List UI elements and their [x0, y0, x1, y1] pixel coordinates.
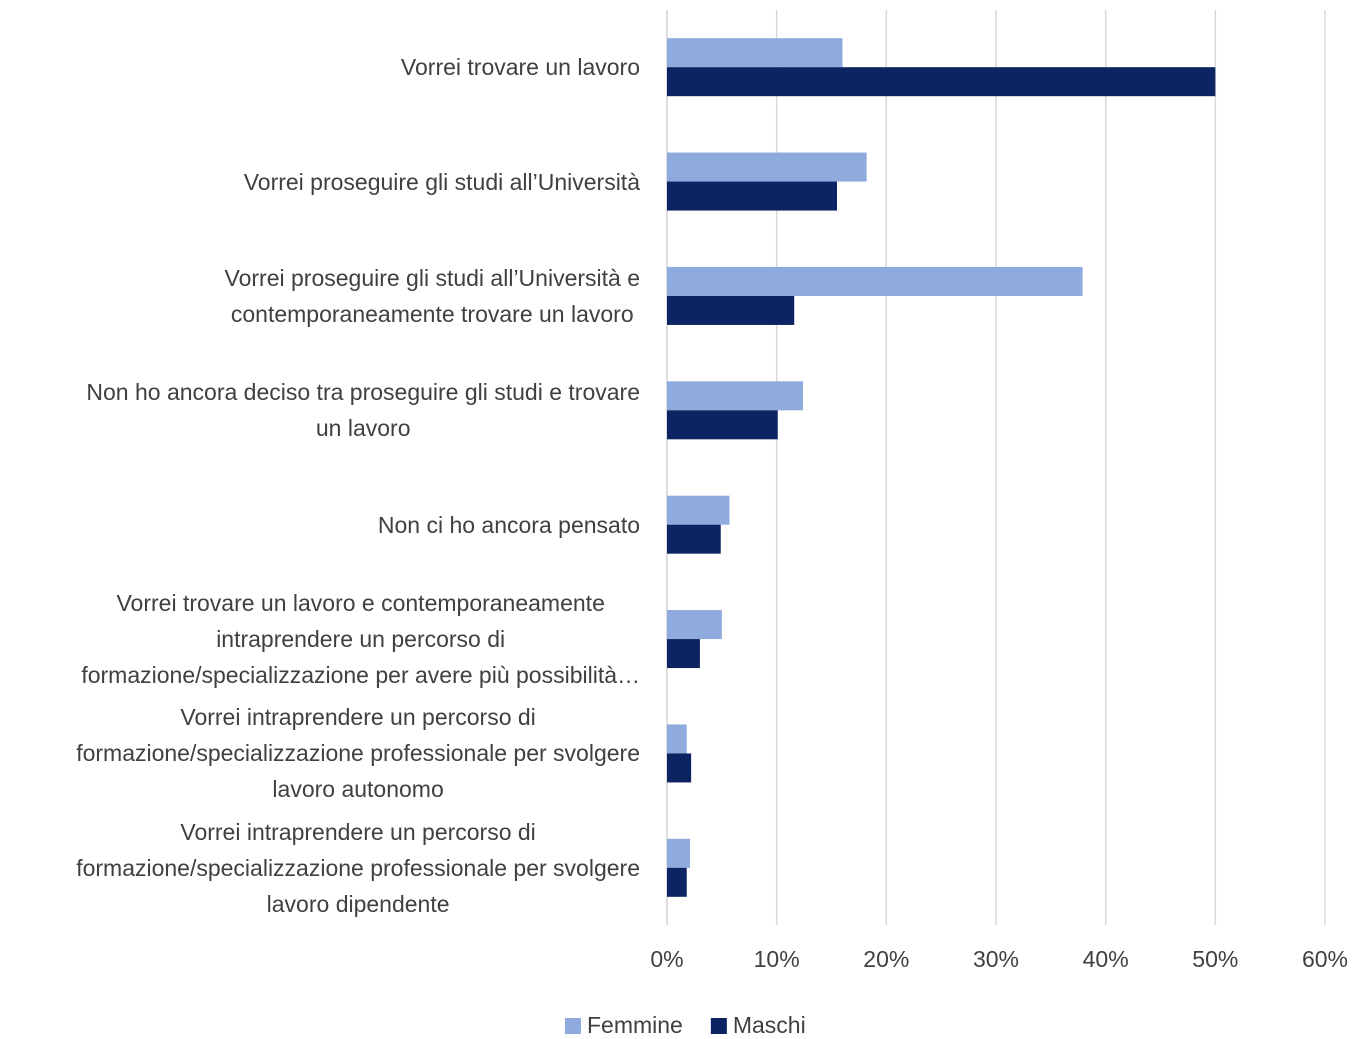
bar: [667, 524, 721, 554]
x-tick-label: 50%: [1192, 946, 1238, 972]
x-tick-label: 40%: [1083, 946, 1129, 972]
x-tick-label: 20%: [863, 946, 909, 972]
y-tick-label: Vorrei intraprendere un percorso di form…: [76, 818, 640, 917]
legend-swatch: [565, 1018, 581, 1034]
y-tick-label: Vorrei proseguire gli studi all’Universi…: [243, 168, 640, 195]
bar: [667, 381, 803, 411]
bar: [667, 639, 700, 669]
x-tick-label: 0%: [650, 946, 683, 972]
bar: [667, 610, 722, 640]
y-tick-label: Vorrei trovare un lavoro e contemporanea…: [81, 590, 640, 689]
bar: [667, 867, 687, 897]
bar: [667, 266, 1083, 296]
x-tick-label: 60%: [1302, 946, 1348, 972]
legend-swatch: [710, 1018, 727, 1034]
y-tick-label: Vorrei intraprendere un percorso di form…: [76, 704, 640, 803]
y-tick-label: Vorrei proseguire gli studi all’Universi…: [224, 264, 640, 327]
legend-label: Femmine: [587, 1012, 683, 1038]
bar: [667, 495, 730, 525]
y-tick-label: Non ci ho ancora pensato: [377, 511, 640, 538]
legend-label: Maschi: [733, 1012, 806, 1038]
bar: [667, 753, 692, 783]
x-tick-label: 10%: [754, 946, 800, 972]
y-tick-label: Vorrei trovare un lavoro: [400, 54, 640, 81]
bar: [667, 838, 691, 868]
bar: [667, 152, 867, 182]
bar: [667, 38, 843, 68]
bar: [667, 67, 1216, 97]
x-tick-label: 30%: [973, 946, 1019, 972]
bar: [667, 724, 687, 754]
bar: [667, 295, 795, 325]
y-tick-label: Non ho ancora deciso tra proseguire gli …: [86, 379, 640, 442]
bar: [667, 181, 837, 211]
bar: [667, 410, 778, 440]
